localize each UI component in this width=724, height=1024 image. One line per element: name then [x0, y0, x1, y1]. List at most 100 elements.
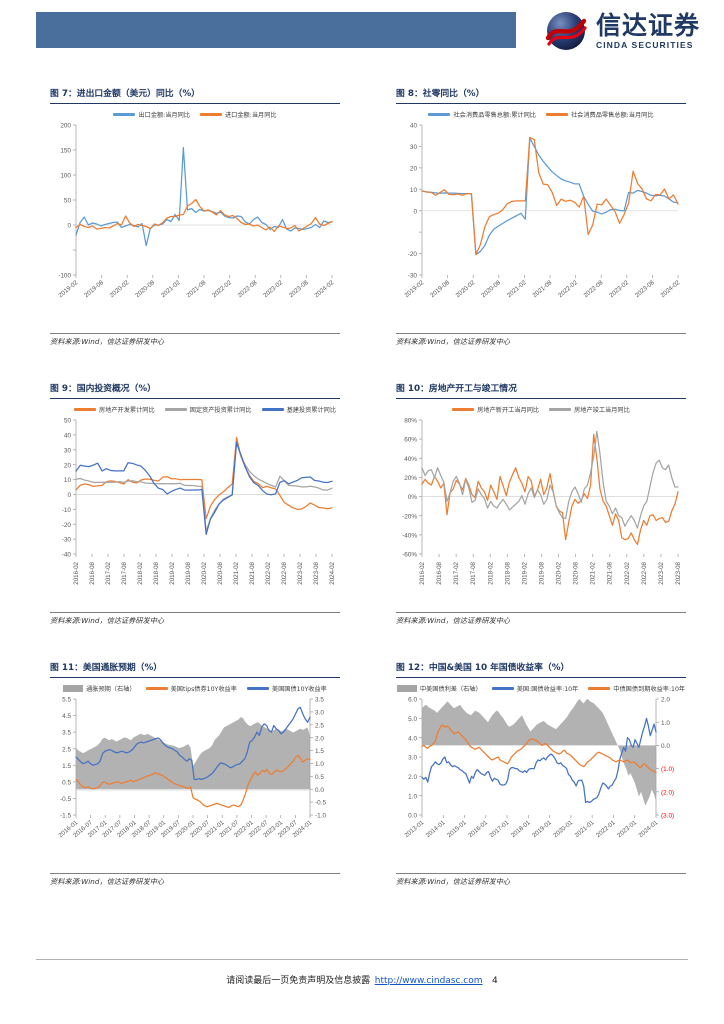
svg-text:3.0: 3.0 — [408, 755, 417, 762]
svg-text:2017-08: 2017-08 — [470, 561, 477, 584]
svg-text:2020-02: 2020-02 — [455, 279, 477, 299]
svg-text:2.0: 2.0 — [661, 697, 670, 704]
legend-label: 固定资产投资累计同比 — [189, 407, 252, 414]
legend-item: 固定资产投资累计同比 — [164, 405, 252, 414]
svg-text:2022-08: 2022-08 — [641, 561, 648, 584]
company-logo: 信达证券 CINDA SECURITIES — [543, 8, 700, 54]
legend-label: 美国:国债收益率:10年 — [516, 686, 579, 693]
svg-text:2019-01: 2019-01 — [531, 819, 553, 839]
svg-text:0: 0 — [67, 223, 71, 230]
svg-text:10: 10 — [64, 477, 72, 484]
chart-fig10: 80% 60% 40% 20% 0% -20% -40% -60% 2016-02 2016-08… — [396, 414, 686, 610]
svg-text:2020-02: 2020-02 — [109, 279, 131, 299]
legend-swatch-icon — [145, 687, 168, 690]
svg-text:2022-01: 2022-01 — [595, 819, 617, 839]
svg-text:2023-02: 2023-02 — [262, 279, 284, 299]
legend-label: 美国tips债券10Y收益率 — [170, 686, 237, 693]
figure-cell-fig10: 图 10：房地产开工与竣工情况 房地产新开工当月同比 房地产竣工当月同比 80% 6… — [362, 381, 724, 626]
svg-text:20: 20 — [64, 462, 72, 469]
legend-swatch-icon — [428, 113, 451, 116]
svg-text:2019-02: 2019-02 — [169, 561, 176, 584]
svg-text:3.5: 3.5 — [62, 730, 71, 737]
page-header: 信达证券 CINDA SECURITIES — [0, 0, 724, 78]
svg-text:2016-02: 2016-02 — [73, 561, 80, 584]
svg-text:2022-02: 2022-02 — [211, 279, 233, 299]
figure-legend-fig7: 出口金额:当月同比 进口金额:当月同比 — [50, 108, 340, 119]
svg-text:2017-02: 2017-02 — [105, 561, 112, 584]
figure-row-2: 图 9：国内投资概况（%） 房地产开发累计同比 固定资产投资累计同比 基建投资累计同… — [0, 381, 724, 626]
header-band — [36, 12, 516, 48]
svg-text:2023-08: 2023-08 — [634, 279, 656, 299]
svg-text:0.5: 0.5 — [315, 774, 324, 781]
legend-swatch-icon — [246, 687, 269, 690]
svg-text:-1.0: -1.0 — [315, 813, 326, 820]
figure-cell-fig8: 图 8：社零同比（%） 社会消费品零售总额:累计同比 社会消费品零售总额:当月同比… — [362, 86, 724, 347]
svg-text:2015-01: 2015-01 — [446, 819, 468, 839]
svg-text:3.0: 3.0 — [315, 709, 324, 716]
legend-label: 基建投资累计同比 — [286, 407, 337, 414]
legend-label: 出口金额:当月同比 — [138, 112, 190, 119]
svg-text:1.5: 1.5 — [315, 748, 324, 755]
legend-swatch-icon — [396, 685, 417, 692]
svg-text:2021-01: 2021-01 — [574, 819, 596, 839]
svg-text:1.0: 1.0 — [408, 793, 417, 800]
legend-swatch-icon — [113, 113, 136, 116]
svg-text:2018-01: 2018-01 — [510, 819, 532, 839]
figure-row-3: 图 11：美国通胀预期（%） 通胀预期（右轴） 美国tips债券10Y收益率 美国国… — [0, 660, 724, 887]
chart-fig8: 40 30 20 10 0 -20 -30 2019-02 2019-08 2020-02 2020… — [396, 119, 686, 331]
svg-text:(1.0): (1.0) — [661, 766, 674, 773]
figure-title-fig11: 图 11：美国通胀预期（%） — [50, 663, 163, 673]
svg-text:(3.0): (3.0) — [661, 813, 674, 820]
footer-website-link[interactable]: http://www.cindasc.com — [374, 976, 483, 986]
svg-text:40%: 40% — [404, 456, 417, 463]
svg-text:-20: -20 — [62, 522, 72, 529]
svg-text:2021-02: 2021-02 — [233, 561, 240, 584]
svg-text:2021-08: 2021-08 — [607, 561, 614, 584]
svg-text:30: 30 — [64, 447, 72, 454]
svg-text:2021-02: 2021-02 — [590, 561, 597, 584]
svg-text:2019-02: 2019-02 — [57, 279, 79, 299]
legend-item: 中债国债到期收益率:10年 — [588, 684, 685, 693]
svg-text:0%: 0% — [408, 494, 418, 501]
svg-text:-10: -10 — [62, 507, 72, 514]
svg-text:2022-08: 2022-08 — [237, 279, 259, 299]
svg-text:1.0: 1.0 — [661, 720, 670, 727]
legend-item: 美国:国债收益率:10年 — [491, 684, 579, 693]
svg-text:40: 40 — [64, 432, 72, 439]
svg-text:2021-08: 2021-08 — [531, 279, 553, 299]
chart-fig7: 200 150 100 50 0 -100 2019-02 2019-08 2020-02 202… — [50, 119, 340, 331]
svg-text:2020-02: 2020-02 — [556, 561, 563, 584]
svg-text:(2.0): (2.0) — [661, 789, 674, 796]
svg-text:2016-02: 2016-02 — [419, 561, 426, 584]
logo-english-name: CINDA SECURITIES — [595, 39, 694, 50]
svg-text:2021-02: 2021-02 — [506, 279, 528, 299]
svg-text:2017-01: 2017-01 — [488, 819, 510, 839]
svg-text:2023-02: 2023-02 — [658, 561, 665, 584]
figure-source-fig7: 资料来源:Wind，信达证券研发中心 — [50, 337, 165, 346]
svg-text:2023-08: 2023-08 — [288, 279, 310, 299]
figure-title-fig7: 图 7：进出口金额（美元）同比（%） — [50, 89, 200, 99]
svg-text:2020-08: 2020-08 — [134, 279, 156, 299]
svg-text:60%: 60% — [404, 437, 417, 444]
figure-title-fig8: 图 8：社零同比（%） — [396, 89, 485, 99]
svg-text:1.5: 1.5 — [62, 763, 71, 770]
legend-item: 房地产开发累计同比 — [74, 405, 155, 414]
svg-text:2020-01: 2020-01 — [552, 819, 574, 839]
svg-text:2018-02: 2018-02 — [487, 561, 494, 584]
svg-text:0.0: 0.0 — [661, 743, 670, 750]
figure-source-fig11: 资料来源:Wind，信达证券研发中心 — [50, 877, 165, 886]
svg-text:5.0: 5.0 — [408, 716, 417, 723]
svg-text:2023-02: 2023-02 — [297, 561, 304, 584]
chart-fig9: 50 40 30 20 10 0 -10 -20 -30 -40 2016-02 2016-08 201… — [50, 414, 340, 610]
figure-title-fig12: 图 12：中国&美国 10 年国债收益率（%） — [396, 663, 570, 673]
svg-text:-30: -30 — [408, 273, 418, 280]
legend-label: 通胀预期（右轴） — [86, 686, 136, 693]
svg-text:2019-02: 2019-02 — [403, 279, 425, 299]
svg-text:10: 10 — [410, 187, 418, 194]
svg-text:0: 0 — [67, 492, 71, 499]
figure-legend-fig10: 房地产新开工当月同比 房地产竣工当月同比 — [396, 403, 686, 414]
svg-text:2016-08: 2016-08 — [89, 561, 96, 584]
legend-swatch-icon — [491, 687, 514, 690]
svg-text:-40: -40 — [62, 552, 72, 559]
legend-swatch-icon — [261, 408, 284, 411]
